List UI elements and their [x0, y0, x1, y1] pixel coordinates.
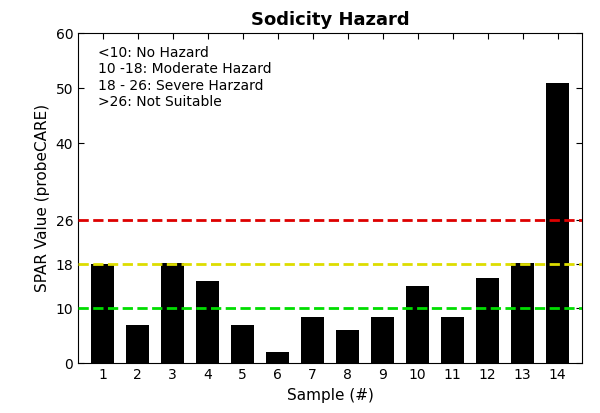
Bar [371, 317, 394, 363]
Bar [336, 330, 359, 363]
Title: Sodicity Hazard: Sodicity Hazard [251, 11, 409, 29]
Bar [196, 281, 219, 363]
Bar [161, 263, 184, 363]
Bar [301, 317, 324, 363]
Bar [231, 325, 254, 363]
Bar [126, 325, 149, 363]
Bar [546, 83, 569, 363]
Bar [406, 286, 429, 363]
Y-axis label: SPAR Value (probeCARE): SPAR Value (probeCARE) [35, 104, 50, 292]
Bar [266, 352, 289, 363]
Bar [511, 263, 534, 363]
Text: <10: No Hazard
10 -18: Moderate Hazard
18 - 26: Severe Harzard
>26: Not Suitable: <10: No Hazard 10 -18: Moderate Hazard 1… [98, 46, 272, 109]
X-axis label: Sample (#): Sample (#) [287, 388, 373, 403]
Bar [91, 264, 114, 363]
Bar [476, 278, 499, 363]
Bar [441, 317, 464, 363]
